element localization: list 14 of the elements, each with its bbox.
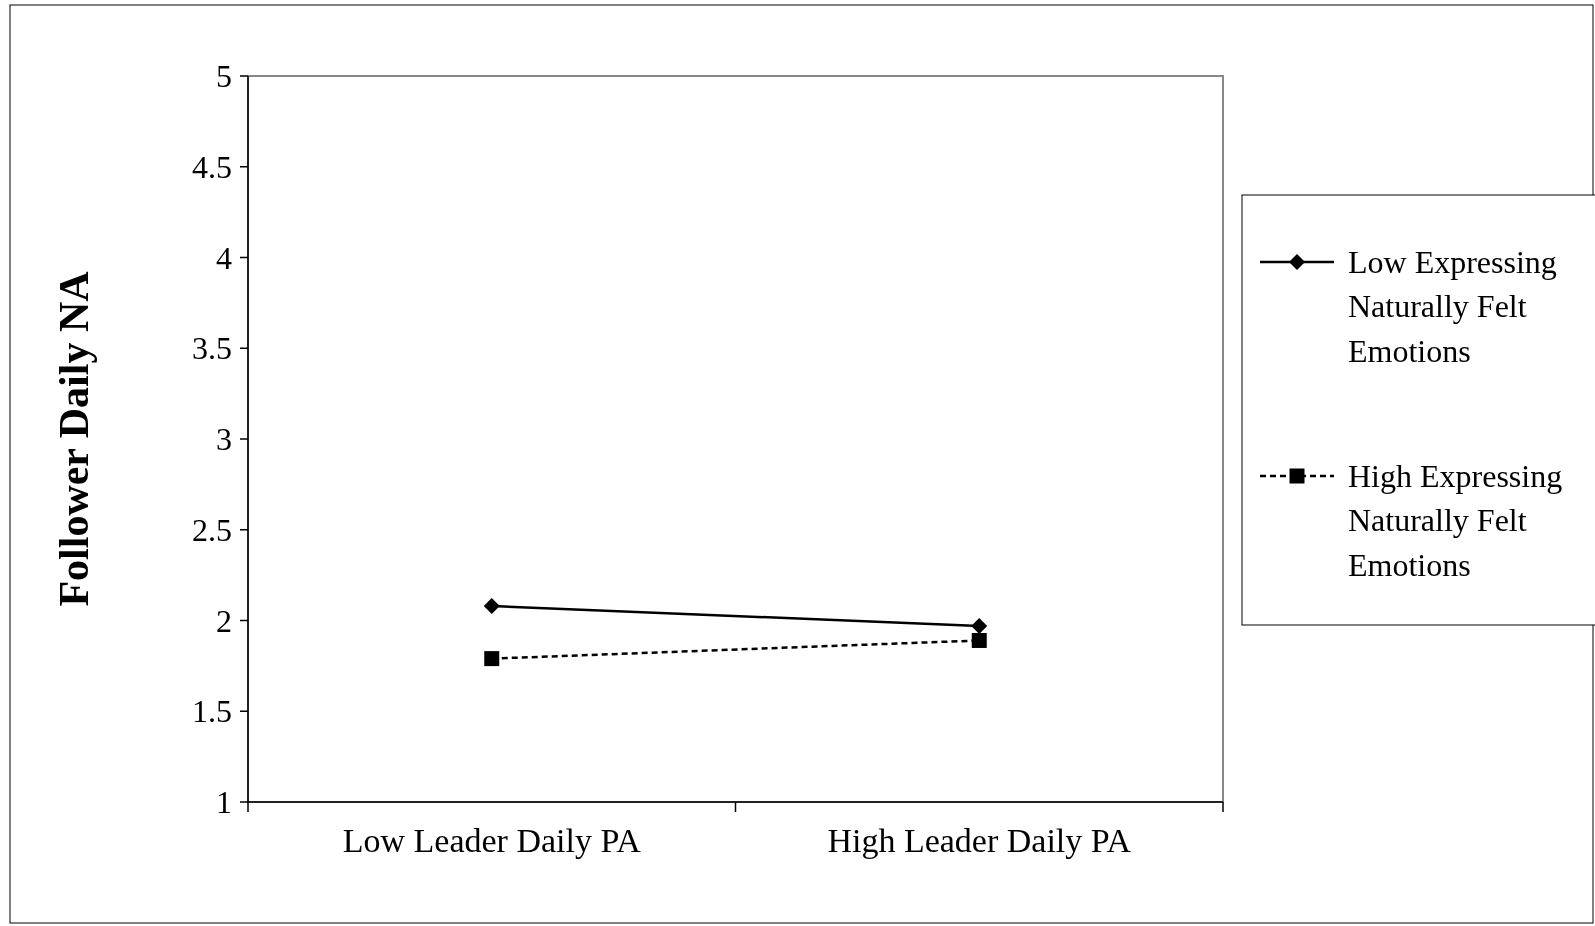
y-tick-label: 2 [216,602,232,639]
y-tick-label: 2.5 [192,511,232,548]
y-tick-label: 3.5 [192,330,232,367]
y-tick-label: 5 [216,58,232,95]
y-tick-label: 4.5 [192,148,232,185]
y-tick-label: 1.5 [192,693,232,730]
y-tick-label: 1 [216,784,232,821]
legend-label: Low Expressing Naturally Felt Emotions [1348,244,1557,369]
x-tick-label: High Leader Daily PA [827,822,1132,859]
y-tick-label: 3 [216,421,232,458]
y-axis-title: Follower Daily NA [51,270,97,607]
legend-label: High Expressing Naturally Felt Emotions [1348,458,1563,583]
y-tick-label: 4 [216,239,232,276]
x-tick-label: Low Leader Daily PA [342,822,642,859]
